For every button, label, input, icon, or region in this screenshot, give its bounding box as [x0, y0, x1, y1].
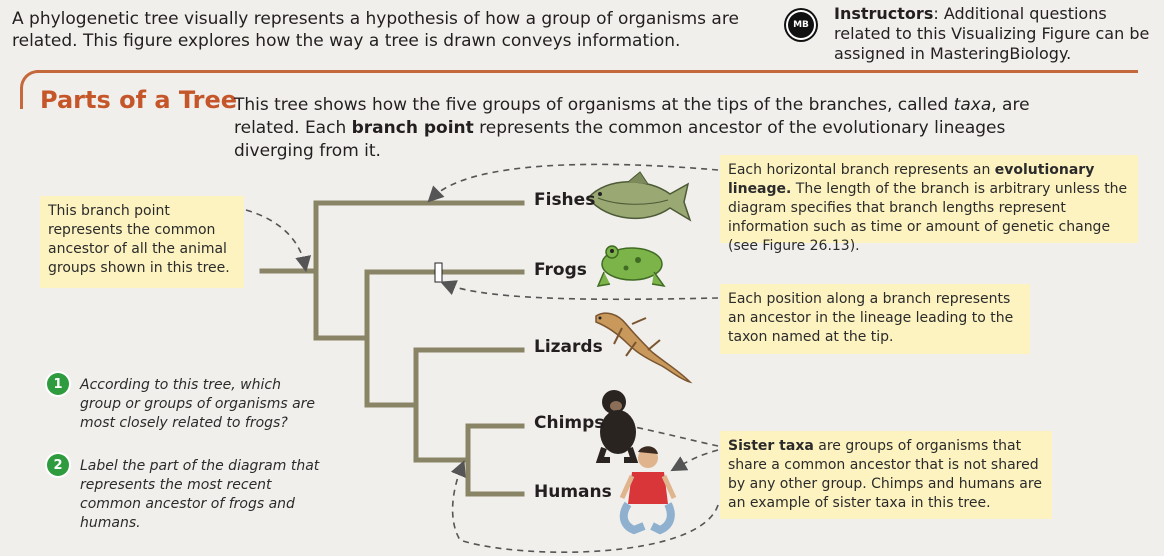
taxon-label-humans: Humans [534, 482, 612, 502]
arrow-root [245, 209, 312, 273]
desc-part2: , are related. Each [234, 95, 1030, 138]
mastering-biology-badge-icon: MB [786, 10, 816, 40]
frog-icon [596, 245, 666, 288]
note-root-branch-point: This branch point represents the common … [40, 196, 244, 288]
taxon-label-frogs: Frogs [534, 260, 587, 280]
question-2-text: Label the part of the diagram that repre… [80, 458, 320, 531]
taxon-label-lizards: Lizards [534, 337, 603, 357]
arrow-position [440, 280, 719, 301]
question-1-number: 1 [47, 373, 69, 395]
desc-taxa-term: taxa [953, 95, 992, 115]
desc-branch-point-term: branch point [351, 118, 474, 138]
instructor-label: Instructors [834, 4, 934, 23]
intro-text: A phylogenetic tree visually represents … [12, 9, 739, 51]
section-rule-corner [20, 70, 41, 109]
note-sister-post: are groups of organisms that share a com… [728, 438, 1042, 511]
desc-part1: This tree shows how the five groups of o… [234, 95, 954, 115]
note-sister-taxa: Sister taxa are groups of organisms that… [720, 431, 1052, 519]
arrow-lineage [427, 163, 719, 203]
instructor-text: : Additional questions related to this V… [834, 4, 1150, 63]
note-lineage-pre: Each horizontal branch represents an [728, 162, 995, 178]
taxon-label-chimps: Chimps [534, 413, 605, 433]
note-sister-term: Sister taxa [728, 438, 814, 454]
note-branch-position: Each position along a branch represents … [720, 284, 1030, 354]
lizard-icon [595, 312, 693, 384]
note-lineage-post: The length of the branch is arbitrary un… [728, 181, 1128, 254]
arrow-sister-chimps [613, 418, 719, 447]
human-icon [619, 446, 677, 535]
section-rule [36, 70, 1138, 73]
arrow-sister-node [450, 460, 719, 554]
desc-part3: represents the common ancestor of the ev… [234, 118, 1006, 161]
question-2-number: 2 [47, 454, 69, 476]
fish-icon [587, 171, 692, 222]
position-marker [434, 262, 443, 283]
chimp-icon [595, 390, 639, 463]
note-evolutionary-lineage: Each horizontal branch represents an evo… [720, 155, 1138, 254]
dashed-arrows [245, 163, 719, 554]
arrow-sister-humans [670, 449, 719, 472]
section-title: Parts of a Tree [40, 86, 238, 114]
note-lineage-term: evolutionary lineage. [728, 162, 1095, 197]
taxon-label-fishes: Fishes [534, 190, 596, 210]
question-1-text: According to this tree, which group or g… [80, 377, 316, 431]
tree-branches [259, 200, 525, 497]
instructor-note: Instructors: Additional questions relate… [834, 4, 1164, 64]
section-description: This tree shows how the five groups of o… [234, 94, 1064, 163]
